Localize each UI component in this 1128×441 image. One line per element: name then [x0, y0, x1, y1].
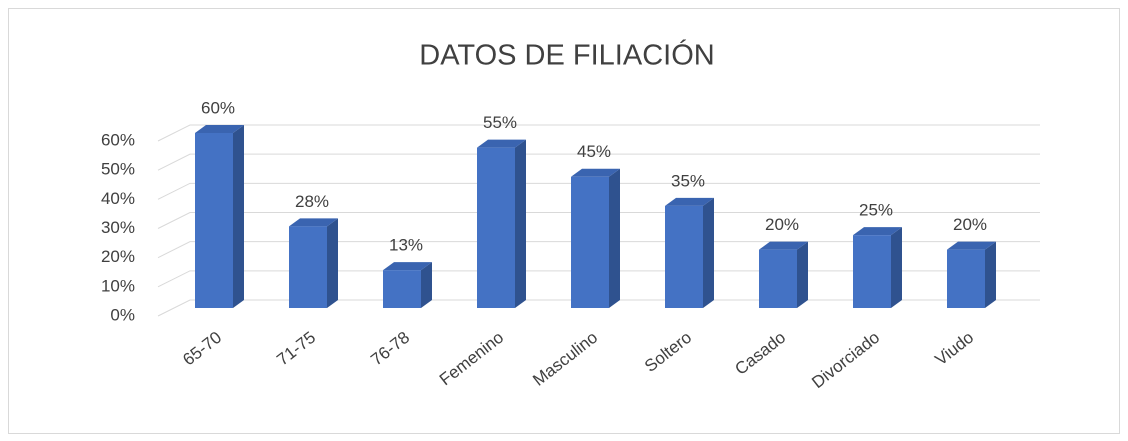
bar: [383, 262, 432, 308]
bar-side: [233, 125, 244, 308]
bar-front: [853, 235, 891, 308]
value-label: 55%: [483, 113, 517, 132]
y-tick-label: 30%: [101, 218, 135, 237]
grid-line: [157, 241, 1040, 259]
value-label: 35%: [671, 171, 705, 190]
bar-top: [195, 125, 244, 133]
bar-front: [289, 226, 327, 308]
y-tick-label: 50%: [101, 160, 135, 179]
bar-front: [665, 205, 703, 308]
bar-side: [985, 241, 996, 308]
chart-title: DATOS DE FILIACIÓN: [419, 39, 714, 72]
value-label: 28%: [295, 192, 329, 211]
grid-line: [157, 124, 1040, 142]
bar: [665, 197, 714, 308]
value-label: 20%: [765, 215, 799, 234]
bar: [853, 227, 902, 308]
grid-line: [157, 270, 1040, 288]
value-label: 25%: [859, 201, 893, 220]
bar-side: [609, 168, 620, 308]
y-tick-label: 0%: [110, 305, 135, 324]
bar-side: [421, 262, 432, 308]
bar-front: [571, 176, 609, 308]
bar: [195, 125, 244, 308]
bar: [759, 241, 808, 308]
bar-side: [797, 241, 808, 308]
bar-top: [665, 197, 714, 206]
bar: [289, 218, 338, 308]
y-tick-label: 40%: [101, 189, 135, 208]
bar-front: [759, 249, 797, 308]
bar-front: [477, 147, 515, 308]
value-label: 13%: [389, 236, 423, 255]
bar-top: [571, 168, 620, 177]
bar: [477, 139, 526, 308]
bar-front: [383, 270, 421, 308]
bar: [947, 241, 996, 308]
grid-line: [157, 299, 1040, 317]
bar-top: [477, 139, 526, 148]
grid-line: [157, 153, 1040, 171]
bar-side: [703, 197, 714, 308]
bar-side: [891, 227, 902, 308]
value-label: 60%: [201, 98, 235, 117]
chart-frame: [8, 8, 1120, 434]
bar-front: [947, 249, 985, 308]
grid-line: [157, 212, 1040, 229]
bar-top: [853, 227, 902, 236]
bar: [571, 168, 620, 308]
bar-side: [327, 218, 338, 308]
bar-top: [759, 241, 808, 250]
value-label: 45%: [577, 142, 611, 161]
y-tick-label: 60%: [101, 130, 135, 149]
value-label: 20%: [953, 215, 987, 234]
y-tick-label: 20%: [101, 247, 135, 266]
grid-line: [157, 182, 1040, 200]
y-tick-label: 10%: [101, 276, 135, 295]
bar-side: [515, 139, 526, 308]
bar-top: [383, 262, 432, 271]
bar-top: [947, 241, 996, 250]
bar-top: [289, 218, 338, 227]
bar-front: [195, 133, 233, 308]
